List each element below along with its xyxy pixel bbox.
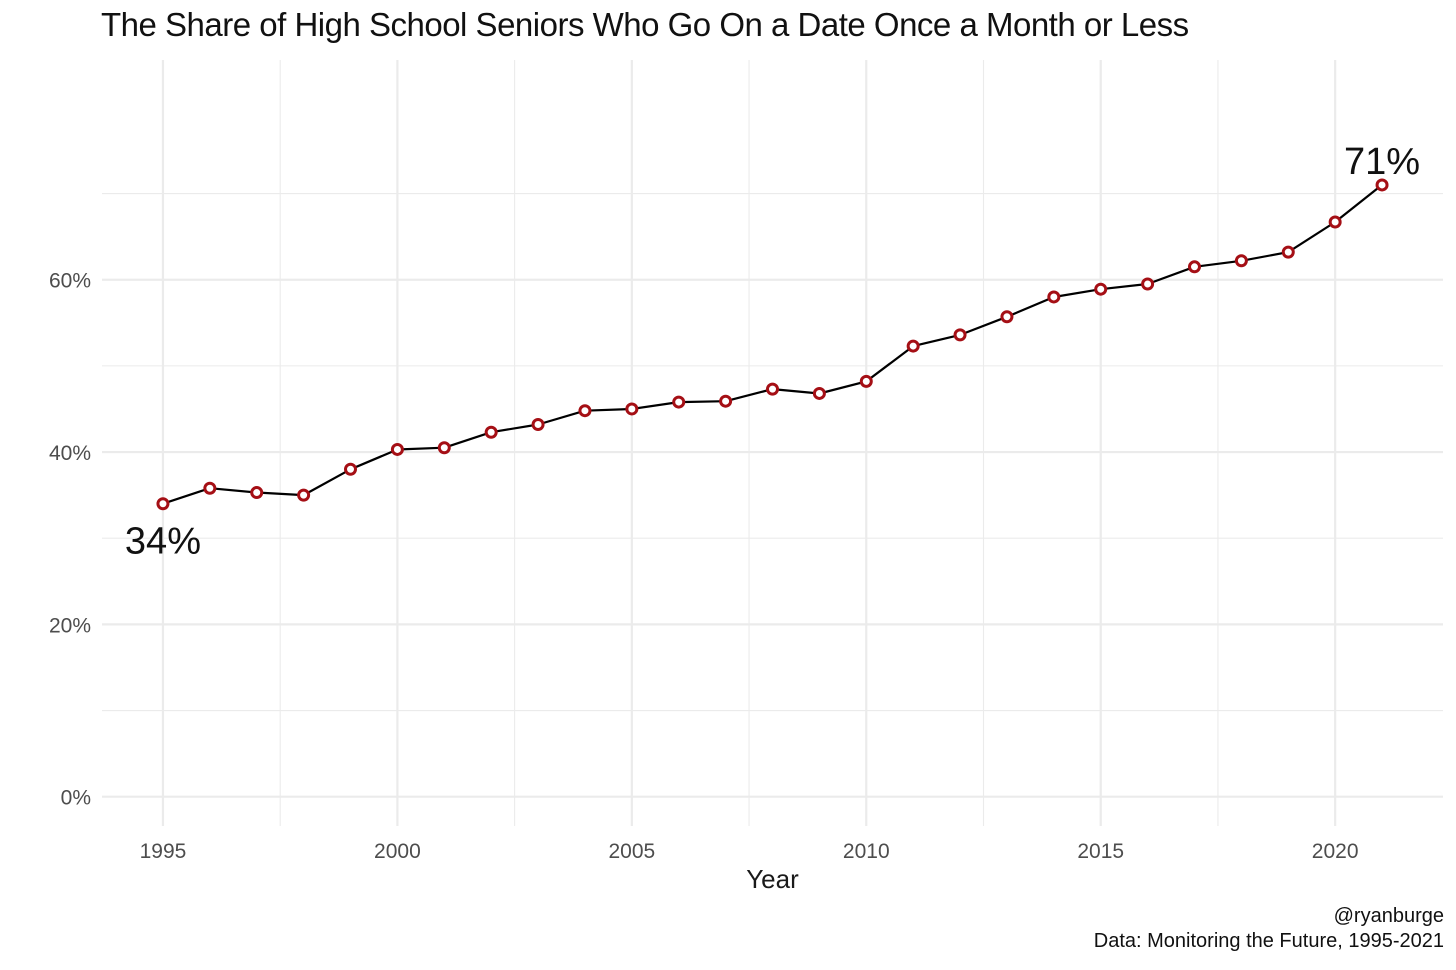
annotation-label: 71% xyxy=(1344,141,1420,183)
data-point xyxy=(390,442,404,456)
data-point xyxy=(1281,245,1295,259)
x-tick-label: 2020 xyxy=(1312,840,1359,863)
data-point xyxy=(766,382,779,396)
data-point xyxy=(297,488,311,502)
axis-labels: 1995 2000 2005 2010 2015 2020 0% 20% 40% 60% Year xyxy=(49,270,1359,894)
data-point xyxy=(156,497,170,511)
data-point xyxy=(625,402,639,416)
data-point xyxy=(1234,254,1248,268)
x-tick-label: 2000 xyxy=(374,840,421,863)
data-point xyxy=(250,486,264,500)
series-line-path xyxy=(162,184,1383,505)
data-point xyxy=(1047,290,1061,304)
data-point xyxy=(1187,260,1201,274)
chart-title: The Share of High School Seniors Who Go … xyxy=(101,6,1189,43)
x-axis-title: Year xyxy=(746,864,799,894)
data-point xyxy=(719,394,733,408)
data-point xyxy=(1328,215,1342,229)
data-point xyxy=(203,481,217,495)
data-point xyxy=(812,386,826,400)
x-tick-label: 2005 xyxy=(608,840,655,863)
annotation-label: 34% xyxy=(125,521,201,563)
data-point xyxy=(953,328,967,342)
data-point xyxy=(344,462,358,476)
x-tick-label: 1995 xyxy=(140,840,187,863)
annotations: 34% 71% xyxy=(125,141,1420,563)
data-point xyxy=(1000,310,1014,324)
caption-source: Data: Monitoring the Future, 1995-2021 xyxy=(1093,930,1444,952)
data-point xyxy=(1094,282,1108,296)
data-point xyxy=(672,395,686,409)
data-point xyxy=(484,425,498,439)
grid-lines xyxy=(102,60,1443,826)
x-tick-label: 2015 xyxy=(1077,840,1124,863)
y-tick-label: 20% xyxy=(49,614,91,637)
data-point xyxy=(1141,277,1155,291)
series-line xyxy=(162,184,1383,505)
data-point xyxy=(859,374,873,388)
data-points xyxy=(156,178,1389,511)
data-point xyxy=(437,441,451,455)
caption-handle: @ryanburge xyxy=(1333,905,1444,927)
y-tick-label: 60% xyxy=(49,270,91,293)
y-tick-label: 40% xyxy=(49,442,91,465)
x-tick-label: 2010 xyxy=(843,840,890,863)
data-point xyxy=(906,339,920,353)
y-tick-label: 0% xyxy=(61,787,91,810)
data-point xyxy=(531,417,545,431)
data-point xyxy=(578,404,592,418)
data-point xyxy=(1375,178,1389,192)
